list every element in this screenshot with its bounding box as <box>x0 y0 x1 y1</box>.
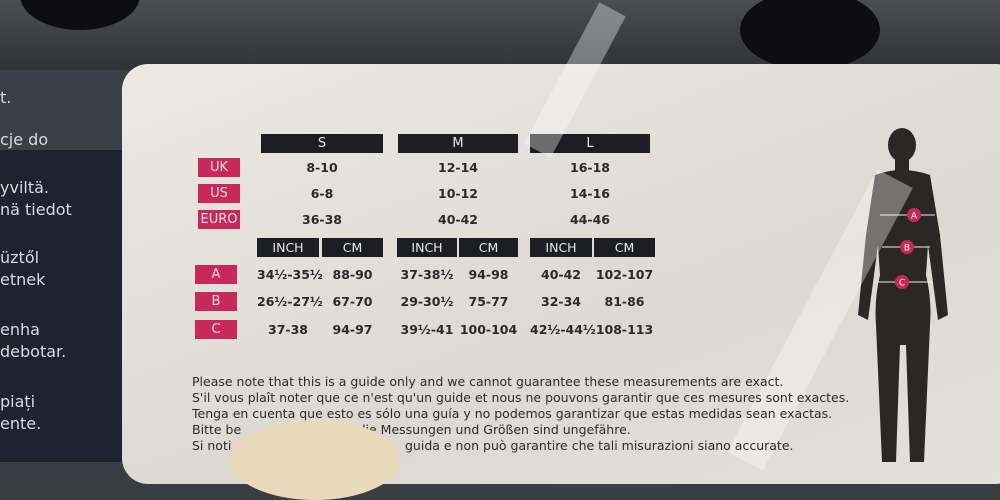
left-panel-text: ente. <box>0 414 42 433</box>
measure-value: 37-38½ <box>400 267 454 282</box>
measure-value: 75-77 <box>468 294 509 309</box>
unit-header: INCH <box>397 238 457 257</box>
left-panel-text: etnek <box>0 270 46 289</box>
region-value: 40-42 <box>438 212 478 227</box>
measure-label: C <box>195 320 237 339</box>
left-panel-text: üztől <box>0 248 40 267</box>
unit-header: CM <box>322 238 383 257</box>
measure-label: A <box>195 265 237 284</box>
region-value: 6-8 <box>310 186 334 201</box>
measure-value: 26½-27½ <box>257 294 323 309</box>
disclaimer-text: Bitte be <box>192 422 242 437</box>
measure-value: 39½-41 <box>400 322 454 337</box>
left-panel-text: enha <box>0 320 40 339</box>
measure-value: 94-98 <box>468 267 509 282</box>
unit-header: CM <box>594 238 655 257</box>
region-label: EURO <box>198 210 240 229</box>
measure-value: 34½-35½ <box>257 267 323 282</box>
measure-value: 88-90 <box>332 267 373 282</box>
disclaimer-text: Si noti <box>192 438 232 453</box>
region-value: 14-16 <box>570 186 610 201</box>
left-panel-text: cje do <box>0 130 49 149</box>
disclaimer-text: Please note that this is a guide only an… <box>192 374 784 389</box>
unit-header: INCH <box>530 238 592 257</box>
figure-marker <box>895 275 909 289</box>
measure-value: 94-97 <box>332 322 373 337</box>
measure-value: 81-86 <box>604 294 645 309</box>
disclaimer-text: S'il vous plaît noter que ce n'est qu'un… <box>192 390 850 405</box>
size-header: L <box>530 134 650 153</box>
size-header: M <box>398 134 518 153</box>
measure-value: 40-42 <box>541 267 581 282</box>
measure-value: 29-30½ <box>400 294 454 309</box>
left-panel-text: yviltä. <box>0 178 49 197</box>
figure-marker <box>900 240 914 254</box>
left-panel-text: debotar. <box>0 342 67 361</box>
region-value: 10-12 <box>438 186 478 201</box>
measure-value: 37-38 <box>268 322 308 337</box>
region-value: 16-18 <box>570 160 610 175</box>
disclaimer-text: guida e non può garantire che tali misur… <box>405 438 794 453</box>
measure-value: 67-70 <box>332 294 373 309</box>
unit-header: CM <box>459 238 518 257</box>
region-label: UK <box>198 158 240 177</box>
region-value: 36-38 <box>302 212 342 227</box>
disclaimer-text: dass die Messungen und Größen sind ungef… <box>325 422 631 437</box>
measure-value: 100-104 <box>459 322 518 337</box>
left-panel-text: nä tiedot <box>0 200 72 219</box>
left-panel-top <box>0 70 122 150</box>
size-header: S <box>261 134 383 153</box>
measure-label: B <box>195 292 237 311</box>
left-panel-text: piați <box>0 392 36 411</box>
measure-value: 108-113 <box>595 322 654 337</box>
knob <box>740 0 880 70</box>
measure-value: 32-34 <box>541 294 581 309</box>
measure-value: 102-107 <box>595 267 654 282</box>
measure-value: 42½-44½ <box>530 322 596 337</box>
left-panel <box>0 150 122 462</box>
figure-marker-label: A <box>911 212 918 222</box>
disclaimer-text: Tenga en cuenta que esto es sólo una guí… <box>192 406 833 421</box>
figure-marker-label: C <box>899 279 905 289</box>
unit-header: INCH <box>257 238 319 257</box>
region-label: US <box>198 184 240 203</box>
figure-marker <box>907 208 921 222</box>
finger <box>230 420 400 500</box>
body-silhouette: A B C <box>858 128 948 462</box>
figure-marker-label: B <box>904 244 910 254</box>
region-value: 12-14 <box>438 160 478 175</box>
region-value: 8-10 <box>306 160 338 175</box>
region-value: 44-46 <box>570 212 610 227</box>
left-panel-text: t. <box>0 88 12 107</box>
